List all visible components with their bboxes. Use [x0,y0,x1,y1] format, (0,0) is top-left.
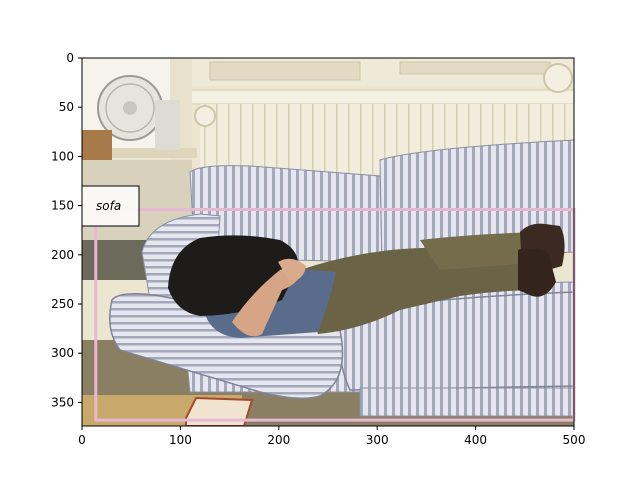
wall-panel [210,62,360,80]
bounding-box-label: sofa [96,199,121,213]
y-tick-label: 50 [59,100,74,114]
x-tick-label: 0 [78,433,86,447]
y-tick: 250 [51,297,82,311]
y-tick-label: 150 [51,199,74,213]
x-tick: 100 [169,426,192,447]
y-tick: 300 [51,346,82,360]
y-tick: 100 [51,149,82,163]
cabinet-shadow [82,240,152,280]
y-tick: 150 [51,199,82,213]
y-tick-label: 200 [51,248,74,262]
y-tick-label: 350 [51,395,74,409]
x-tick-label: 400 [464,433,487,447]
x-tick-label: 200 [267,433,290,447]
x-tick: 300 [366,426,389,447]
y-tick-label: 300 [51,346,74,360]
y-tick: 350 [51,395,82,409]
chair-rail [185,90,574,104]
x-tick-label: 300 [366,433,389,447]
book [186,398,252,426]
photo [82,58,574,426]
x-tick-label: 100 [169,433,192,447]
x-tick: 0 [78,426,86,447]
x-tick-label: 500 [563,433,586,447]
y-tick: 200 [51,248,82,262]
wall-rosette [544,64,572,92]
sofa-skirt [360,388,574,416]
y-tick: 50 [59,100,82,114]
basket [82,130,112,160]
y-axis: 0 50 100 150 200 250 300 350 [51,51,82,409]
x-tick: 200 [267,426,290,447]
y-tick: 0 [66,51,82,65]
y-tick-label: 100 [51,149,74,163]
x-tick: 500 [563,426,586,447]
wall-rosette [195,106,215,126]
x-axis: 0 100 200 300 400 500 [78,426,585,447]
y-tick-label: 250 [51,297,74,311]
x-tick: 400 [464,426,487,447]
wall-panel [400,62,550,74]
y-tick-label: 0 [66,51,74,65]
